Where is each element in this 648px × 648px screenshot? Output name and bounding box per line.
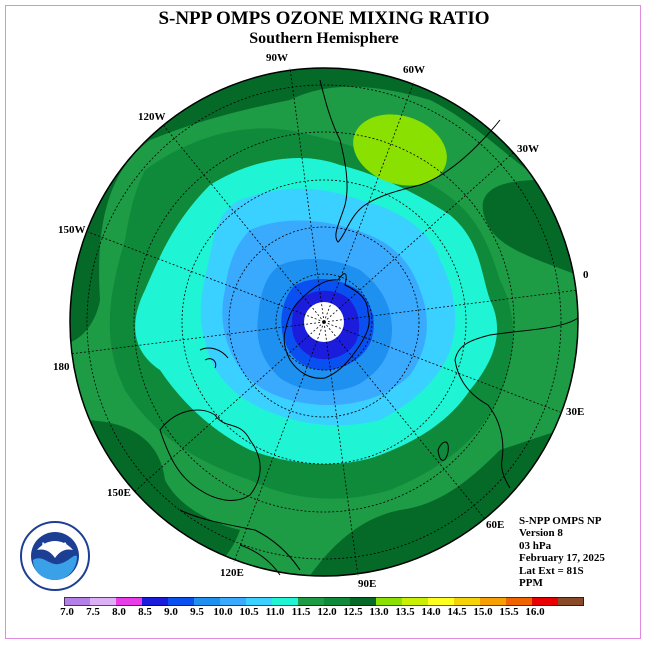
- colorbar-tick-label: 9.0: [164, 606, 178, 618]
- colorbar-tick-label: 8.5: [138, 606, 152, 618]
- map-title: S-NPP OMPS OZONE MIXING RATIO: [158, 8, 490, 29]
- lon-label-90w: 90W: [266, 52, 288, 64]
- colorbar: [64, 597, 584, 606]
- colorbar-labels: 7.0 7.5 8.0 8.5 9.0 9.5 10.0 10.5 11.0 11.5 12.0 12…: [0, 606, 648, 620]
- colorbar-swatch: [402, 597, 429, 606]
- coastline-australia: [159, 409, 261, 501]
- colorbar-swatch: [558, 597, 584, 606]
- info-instrument: S-NPP OMPS NP: [519, 515, 602, 527]
- colorbar-swatch: [246, 597, 273, 606]
- colorbar-tick-label: 9.5: [190, 606, 204, 618]
- colorbar-tick-label: 7.0: [60, 606, 74, 618]
- colorbar-tick-label: 12.0: [317, 606, 337, 618]
- coastline-madagascar: [437, 441, 449, 461]
- lon-label-60e: 60E: [486, 519, 504, 531]
- colorbar-swatch: [272, 597, 299, 606]
- map-subtitle: Southern Hemisphere: [249, 30, 399, 47]
- noaa-logo: NOAA: [20, 521, 90, 591]
- colorbar-swatch: [220, 597, 247, 606]
- lon-label-30w: 30W: [517, 143, 539, 155]
- colorbar-tick-label: 13.5: [395, 606, 415, 618]
- colorbar-swatch: [194, 597, 221, 606]
- colorbar-tick-label: 12.5: [343, 606, 363, 618]
- lon-label-150w: 150W: [58, 224, 86, 236]
- colorbar-tick-label: 13.0: [369, 606, 389, 618]
- colorbar-swatch: [480, 597, 507, 606]
- plot-frame: [5, 5, 641, 639]
- colorbar-tick-label: 14.0: [421, 606, 441, 618]
- lon-label-30e: 30E: [566, 406, 584, 418]
- graticule: [69, 67, 579, 577]
- lon-label-120e: 120E: [220, 567, 244, 579]
- colorbar-swatch: [350, 597, 377, 606]
- coastline-africa: [454, 317, 579, 489]
- colorbar-swatch: [90, 597, 117, 606]
- ozone-region-lime: [353, 114, 447, 186]
- colorbar-swatch: [428, 597, 455, 606]
- colorbar-tick-label: 10.5: [239, 606, 259, 618]
- colorbar-swatch: [142, 597, 169, 606]
- colorbar-swatch: [298, 597, 325, 606]
- lon-label-90e: 90E: [358, 578, 376, 590]
- colorbar-tick-label: 8.0: [112, 606, 126, 618]
- map-boundary: [69, 67, 579, 577]
- colorbar-tick-label: 14.5: [447, 606, 467, 618]
- colorbar-tick-label: 16.0: [525, 606, 545, 618]
- colorbar-swatch: [168, 597, 195, 606]
- coastlines: [159, 79, 579, 576]
- colorbar-tick-label: 11.5: [291, 606, 311, 618]
- colorbar-tick-label: 7.5: [86, 606, 100, 618]
- colorbar-tick-label: 11.0: [265, 606, 285, 618]
- lon-label-180: 180: [53, 361, 70, 373]
- noaa-logo-text: NOAA: [42, 541, 69, 551]
- colorbar-swatch: [532, 597, 559, 606]
- info-date: February 17, 2025: [519, 552, 605, 565]
- colorbar-swatch: [506, 597, 533, 606]
- info-lat-ext: Lat Ext = 81S: [519, 564, 584, 577]
- colorbar-swatch: [454, 597, 481, 606]
- colorbar-tick-label: 10.0: [213, 606, 233, 618]
- colorbar-tick-label: 15.5: [499, 606, 519, 618]
- lon-label-0: 0: [583, 269, 589, 281]
- south-pole-marker: [322, 320, 326, 324]
- longitude-labels: 90W 60W 120W 30W 150W 0 180 30E 150E 60E…: [53, 52, 589, 590]
- lon-label-120w: 120W: [138, 111, 166, 123]
- coastline-south-america: [319, 79, 501, 243]
- info-units: PPM: [519, 577, 543, 590]
- info-level: 03 hPa: [519, 539, 552, 552]
- colorbar-swatch: [324, 597, 351, 606]
- lon-label-60w: 60W: [403, 64, 425, 76]
- coastline-antarctica: [283, 273, 370, 379]
- colorbar-swatch: [376, 597, 403, 606]
- info-block: S-NPP OMPS NP Version 8 03 hPa February …: [519, 515, 605, 589]
- coastline-new-zealand: [199, 347, 229, 369]
- colorbar-swatch: [116, 597, 143, 606]
- info-version: Version 8: [519, 527, 563, 540]
- lon-label-150e: 150E: [107, 487, 131, 499]
- colorbar-swatch: [64, 597, 91, 606]
- colorbar-tick-label: 15.0: [473, 606, 493, 618]
